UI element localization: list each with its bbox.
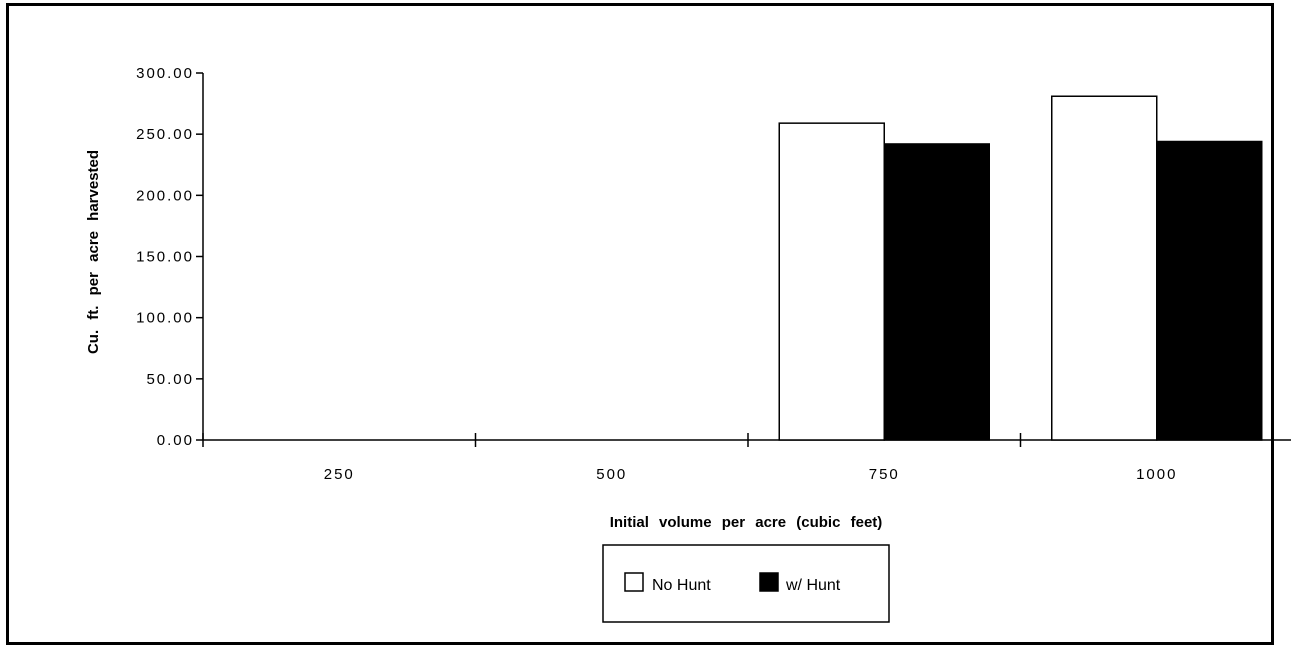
y-tick-label: 50.00 xyxy=(146,371,194,388)
y-tick-label: 0.00 xyxy=(157,432,194,449)
y-tick-label: 250.00 xyxy=(136,126,194,143)
legend-label: No Hunt xyxy=(652,577,711,594)
y-axis-title: Cu. ft. per acre harvested xyxy=(85,150,102,354)
x-tick-label: 500 xyxy=(596,466,627,483)
y-tick-label: 300.00 xyxy=(136,65,194,82)
y-tick-label: 200.00 xyxy=(136,187,194,204)
legend: No Hunt w/ Hunt xyxy=(602,544,890,623)
x-tick-label: 750 xyxy=(869,466,900,483)
legend-label: w/ Hunt xyxy=(785,577,841,594)
bar-no-hunt-1000 xyxy=(1051,95,1158,441)
legend-box xyxy=(602,544,890,623)
bar-no-hunt-750 xyxy=(778,122,885,441)
x-axis-title: Initial volume per acre (cubic feet) xyxy=(610,514,883,531)
legend-swatch xyxy=(759,572,779,592)
bar-w-hunt-750 xyxy=(883,143,990,441)
y-tick-label: 100.00 xyxy=(136,310,194,327)
y-axis: 0.00 50.00 100.00 150.00 200.00 250.00 300.00 xyxy=(136,65,204,449)
legend-swatch xyxy=(624,572,644,592)
bars xyxy=(778,95,1263,441)
bar-w-hunt-1000 xyxy=(1156,140,1263,441)
y-tick-label: 150.00 xyxy=(136,249,194,266)
x-tick-label: 250 xyxy=(324,466,355,483)
x-tick-label: 1000 xyxy=(1136,466,1177,483)
